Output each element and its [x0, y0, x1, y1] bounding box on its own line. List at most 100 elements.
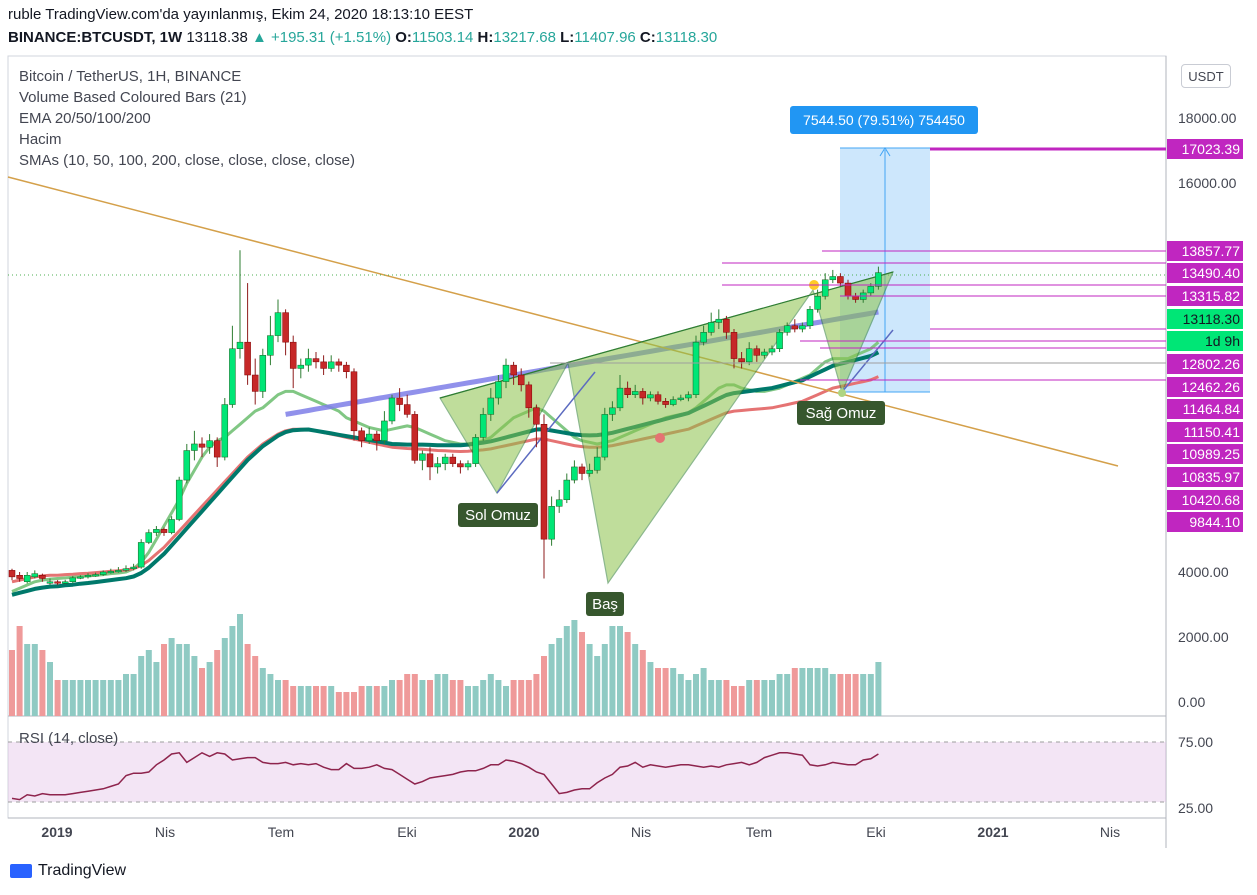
annotation-bg [586, 592, 624, 616]
price-tick: 2000.00 [1178, 629, 1229, 645]
volume-bar [670, 668, 677, 716]
volume-bar [39, 650, 46, 716]
candle-body [358, 430, 365, 441]
price-axis[interactable]: 18000.00 16000.00 4000.00 2000.00 0.00 17023.… [1167, 110, 1243, 710]
candle-body [213, 440, 221, 458]
price-label: 13490.40 [1182, 265, 1241, 281]
candle-body [837, 276, 844, 284]
candle-body [137, 542, 145, 568]
candle-body [814, 295, 821, 310]
volume-bar [199, 668, 205, 716]
volume-bar [708, 680, 715, 716]
close-value: 13118.30 [655, 29, 718, 46]
volume-bar [639, 650, 646, 716]
time-tick: Eki [866, 824, 885, 840]
candle-body [145, 532, 153, 543]
candle-body [457, 463, 464, 468]
trend-line [7, 176, 1119, 467]
volume-bar [761, 680, 768, 716]
volume-bar [358, 686, 365, 716]
candle-body [472, 437, 479, 464]
time-tick: Nis [631, 824, 651, 840]
price-label: 13315.82 [1182, 288, 1241, 304]
candle-body [305, 358, 312, 366]
price-label: 10989.25 [1182, 446, 1241, 462]
neckline-right [841, 329, 894, 393]
volume-bar [267, 674, 274, 716]
candle-body [783, 325, 791, 333]
volume-bar [69, 680, 76, 716]
price-label-bg [1167, 241, 1243, 261]
candle-body [647, 394, 654, 399]
candle-body [419, 453, 426, 461]
volume-bar [715, 680, 722, 716]
volume-bar [776, 674, 783, 716]
rsi-line [11, 751, 879, 801]
legend-title[interactable]: Bitcoin / TetherUS, 1H, BINANCE [19, 68, 242, 85]
volume-bar [16, 626, 23, 716]
price-tick: 16000.00 [1178, 175, 1237, 191]
tradingview-logo-icon [10, 864, 32, 878]
candle-body [753, 348, 761, 356]
legend-hacim[interactable]: Hacim [19, 131, 62, 148]
legend-sma[interactable]: SMAs (10, 50, 100, 200, close, close, cl… [19, 152, 355, 169]
volume-bar [434, 674, 441, 716]
price-label: 12802.26 [1182, 356, 1241, 372]
time-axis[interactable]: 2019 Nis Tem Eki 2020 Nis Tem Eki 2021 Nis [41, 824, 1120, 840]
candle-body [662, 401, 669, 405]
volume-bar [753, 680, 760, 716]
volume-bar [130, 674, 137, 716]
candle-body [609, 407, 616, 415]
last-price: 13118.38 [186, 29, 248, 46]
volume-bar [123, 674, 129, 716]
candle-body [867, 286, 875, 294]
candle-body [46, 581, 54, 584]
volume-bar [731, 686, 737, 716]
price-label-bg [1167, 139, 1243, 159]
volume-bar [510, 680, 517, 716]
candle-body [533, 407, 540, 425]
price-label: 10420.68 [1182, 492, 1241, 508]
candle-body [745, 348, 753, 363]
volume-bar [138, 656, 145, 716]
horizontal-lines[interactable] [550, 147, 1166, 381]
candle-body [388, 397, 396, 422]
candle-body [715, 318, 723, 323]
price-label: 17023.39 [1182, 141, 1241, 157]
candle-body [525, 384, 533, 409]
candle-body [335, 361, 343, 366]
legend-volume-bars[interactable]: Volume Based Coloured Bars (21) [19, 89, 247, 106]
candle-body [77, 576, 84, 579]
volume-bar [845, 674, 851, 716]
candle-body [297, 364, 305, 369]
currency-button[interactable]: USDT [1181, 64, 1231, 88]
candle-body [502, 364, 510, 382]
volume-bar [769, 680, 775, 716]
candle-body [191, 443, 198, 451]
candle-body [244, 341, 251, 376]
candle-body [69, 577, 77, 582]
annotations[interactable]: Sol Omuz Baş Sağ Omuz [458, 401, 885, 616]
candle-body [92, 574, 99, 577]
shoulder-dot [838, 389, 846, 397]
candle-body [624, 387, 631, 395]
footer-logo[interactable]: TradingView [10, 862, 126, 880]
price-label: 10835.97 [1182, 469, 1241, 485]
legend-ema[interactable]: EMA 20/50/100/200 [19, 110, 151, 127]
price-label: 13118.30 [1183, 311, 1241, 327]
candle-body [122, 568, 130, 571]
candle-body [229, 348, 236, 405]
volume-bar [814, 668, 821, 716]
volume-bar [237, 614, 243, 716]
symbol-name[interactable]: BINANCE:BTCUSDT, 1W [8, 29, 183, 46]
volume-bar [31, 644, 38, 716]
measure-label: 7544.50 (79.51%) 754450 [803, 112, 965, 128]
ema50-line [11, 375, 879, 584]
candle-body [616, 387, 624, 409]
volume-bar [579, 632, 585, 716]
candle-body [99, 571, 107, 575]
candle-body [707, 322, 715, 333]
marker-dot [655, 433, 665, 443]
volume-bar [92, 680, 99, 716]
